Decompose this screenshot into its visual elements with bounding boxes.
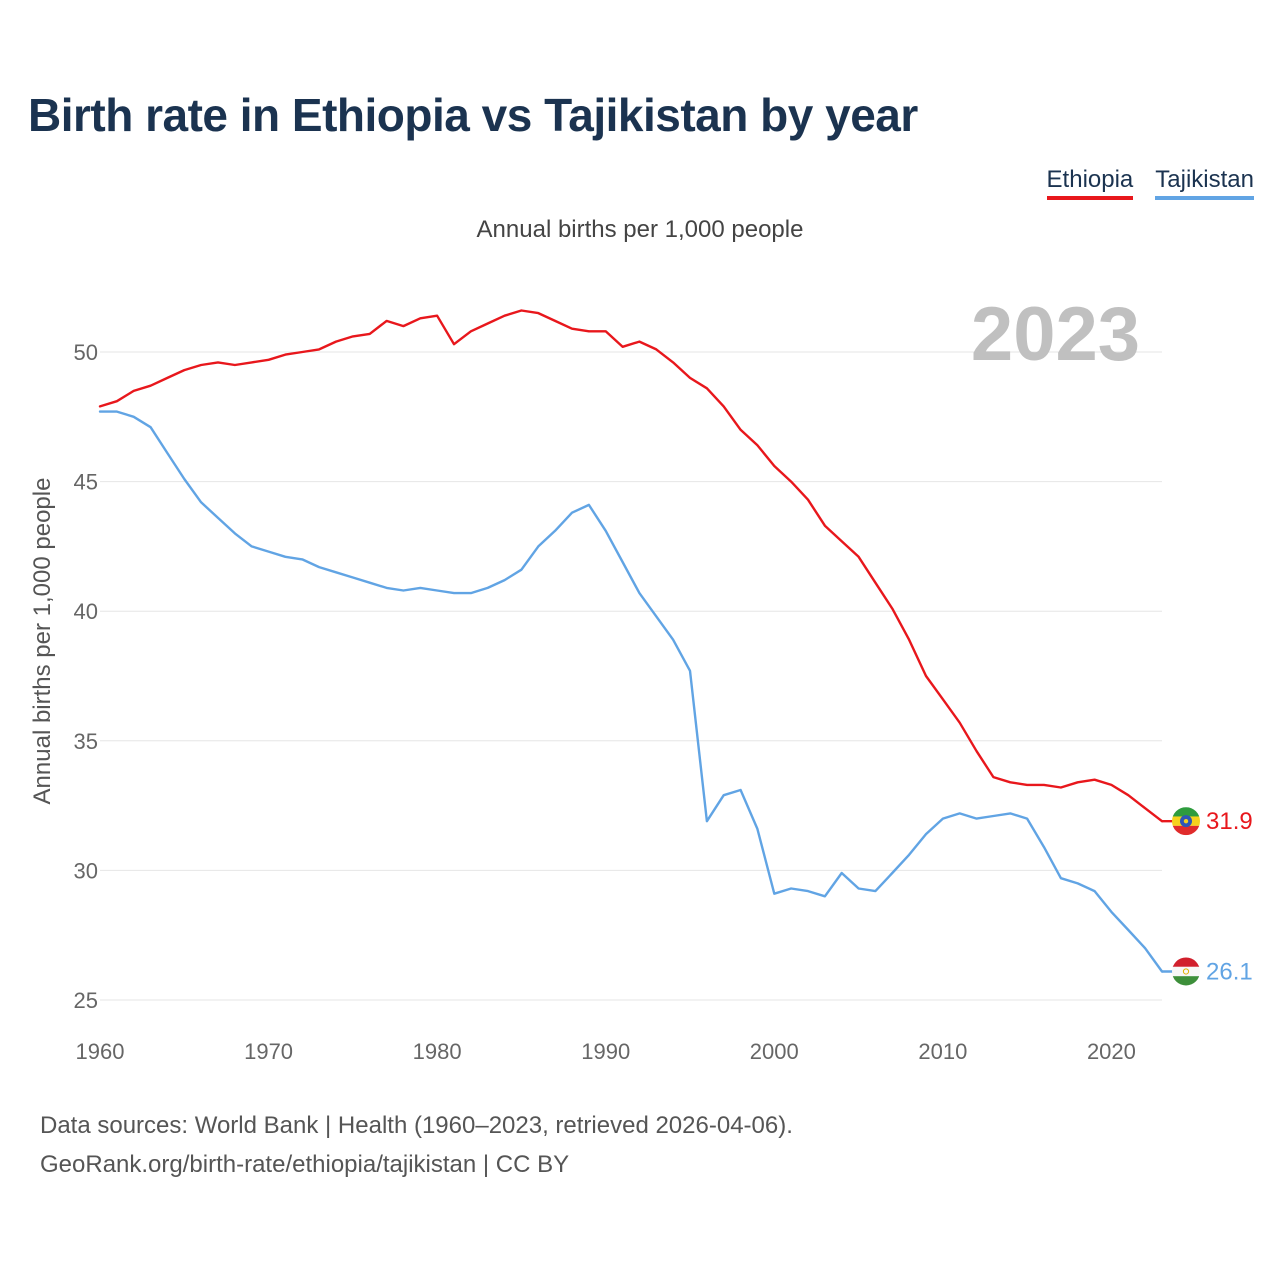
end-label-ethiopia: 31.9	[1206, 808, 1253, 835]
series-lines	[98, 309, 1186, 973]
y-axis-ticks: 25 30 35 40 45 50	[74, 340, 98, 1013]
tajikistan-flag-icon	[1172, 957, 1200, 986]
ethiopia-flag-icon	[1172, 807, 1200, 836]
x-tick-label: 2020	[1087, 1039, 1136, 1064]
y-axis-label: Annual births per 1,000 people	[29, 478, 56, 805]
chart-subtitle: Annual births per 1,000 people	[476, 216, 804, 243]
y-tick-label: 45	[74, 470, 98, 495]
y-tick-label: 40	[74, 599, 98, 624]
x-tick-label: 2000	[750, 1039, 799, 1064]
y-tick-label: 30	[74, 858, 98, 883]
year-label: 2023	[971, 292, 1140, 377]
end-label-tajikistan: 26.1	[1206, 958, 1253, 985]
footer: Data sources: World Bank | Health (1960–…	[40, 1106, 793, 1184]
x-tick-label: 1990	[581, 1039, 630, 1064]
series-line-ethiopia	[98, 309, 1164, 823]
x-tick-label: 1970	[244, 1039, 293, 1064]
y-tick-label: 35	[74, 729, 98, 754]
x-tick-label: 1960	[76, 1039, 125, 1064]
y-tick-label: 25	[74, 988, 98, 1013]
gridlines	[100, 351, 1162, 1001]
chart-title: Birth rate in Ethiopia vs Tajikistan by …	[28, 89, 918, 141]
legend-item-tajikistan[interactable]: Tajikistan	[1155, 166, 1254, 200]
x-axis-ticks: 1960 1970 1980 1990 2000 2010 2020	[76, 1039, 1136, 1064]
x-tick-label: 2010	[918, 1039, 967, 1064]
footer-sources: Data sources: World Bank | Health (1960–…	[40, 1112, 793, 1139]
end-labels: 31.9 26.1	[1206, 808, 1253, 985]
y-tick-label: 50	[74, 340, 98, 365]
x-tick-label: 1980	[413, 1039, 462, 1064]
footer-url: GeoRank.org/birth-rate/ethiopia/tajikist…	[40, 1151, 570, 1178]
end-markers	[1172, 807, 1200, 986]
legend-item-ethiopia[interactable]: Ethiopia	[1046, 166, 1134, 200]
series-line-tajikistan	[98, 410, 1164, 973]
legend: Ethiopia Tajikistan	[1046, 166, 1254, 200]
